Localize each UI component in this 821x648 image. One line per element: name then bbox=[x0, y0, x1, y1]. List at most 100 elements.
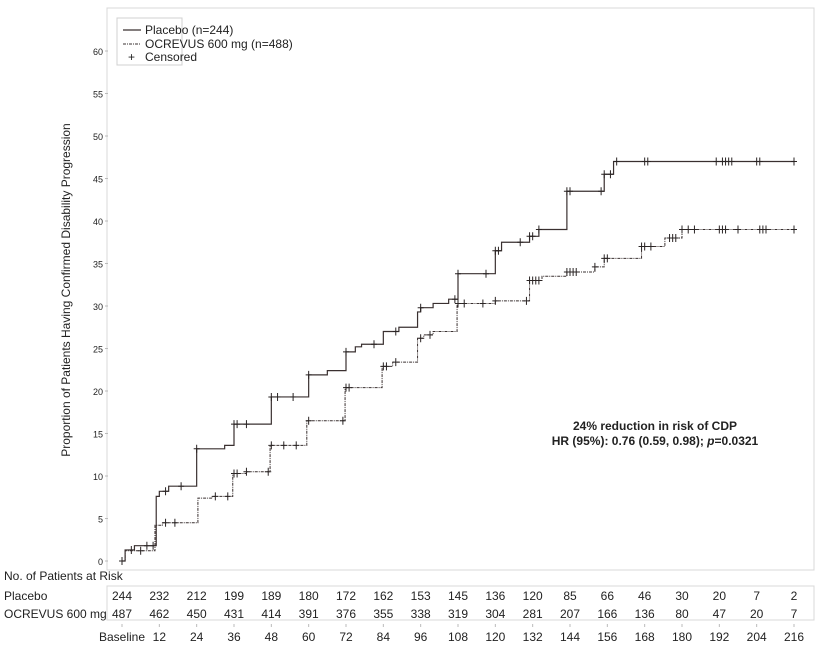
risk-cell: 172 bbox=[336, 589, 356, 603]
censor-mark bbox=[479, 299, 486, 308]
x-tick-label: 72 bbox=[339, 630, 353, 644]
censor-mark bbox=[451, 295, 458, 304]
y-tick-label: 60 bbox=[93, 47, 103, 57]
censor-mark bbox=[607, 170, 614, 179]
censor-mark bbox=[162, 518, 169, 527]
censor-mark bbox=[305, 370, 312, 379]
censor-mark bbox=[343, 347, 349, 356]
censor-mark bbox=[722, 225, 729, 234]
censor-mark bbox=[224, 492, 231, 501]
x-axis: Baseline 12 24 36 48 60 72 84 96 108 120 132 144 156 1… bbox=[99, 624, 804, 644]
x-tick-label: 24 bbox=[190, 630, 204, 644]
censor-mark bbox=[427, 330, 433, 339]
censor-mark bbox=[346, 383, 353, 392]
risk-cell: 462 bbox=[149, 607, 169, 621]
censor-mark bbox=[171, 518, 178, 527]
risk-cell: 414 bbox=[261, 607, 281, 621]
censor-mark bbox=[791, 157, 797, 166]
risk-cell: 80 bbox=[675, 607, 689, 621]
risk-cell: 431 bbox=[224, 607, 244, 621]
x-tick-label: 36 bbox=[227, 630, 241, 644]
censor-mark bbox=[598, 187, 605, 196]
censor-mark bbox=[417, 334, 424, 343]
legend-ocrevus-label: OCREVUS 600 mg (n=488) bbox=[145, 37, 293, 51]
legend-censor-label: Censored bbox=[145, 50, 197, 64]
censor-mark bbox=[591, 262, 598, 271]
censor-mark bbox=[756, 157, 763, 166]
risk-cell: 166 bbox=[597, 607, 617, 621]
censor-mark bbox=[243, 467, 250, 476]
risk-cell: 120 bbox=[523, 589, 543, 603]
y-axis-label: Proportion of Patients Having Confirmed … bbox=[59, 123, 73, 457]
y-tick-label: 35 bbox=[93, 260, 103, 270]
censor-mark bbox=[517, 238, 524, 247]
risk-cell: 153 bbox=[411, 589, 431, 603]
censor-mark bbox=[305, 416, 312, 425]
risk-cell: 212 bbox=[187, 589, 207, 603]
risk-cell: 85 bbox=[563, 589, 577, 603]
risk-cell: 232 bbox=[149, 589, 169, 603]
censor-mark bbox=[392, 327, 399, 336]
x-tick-label: 204 bbox=[747, 630, 767, 644]
y-tick-label: 15 bbox=[93, 430, 103, 440]
risk-cell: 20 bbox=[750, 607, 764, 621]
censor-mark bbox=[647, 242, 654, 251]
legend-placebo-label: Placebo (n=244) bbox=[145, 23, 233, 37]
risk-cell: 244 bbox=[112, 589, 132, 603]
censor-mark bbox=[143, 541, 150, 550]
x-tick-label: 48 bbox=[265, 630, 279, 644]
curves bbox=[119, 157, 797, 565]
y-tick-label: 50 bbox=[93, 132, 103, 142]
censor-mark bbox=[483, 269, 489, 278]
censor-mark bbox=[293, 441, 300, 450]
risk-cell: 136 bbox=[485, 589, 505, 603]
legend-censor-symbol: + bbox=[128, 50, 135, 64]
risk-cell: 66 bbox=[601, 589, 615, 603]
y-tick-label: 30 bbox=[93, 302, 103, 312]
censor-mark bbox=[383, 362, 390, 371]
censor-mark bbox=[339, 416, 346, 425]
x-tick-label: 216 bbox=[784, 630, 804, 644]
risk-cell: 319 bbox=[448, 607, 468, 621]
censor-mark bbox=[613, 157, 620, 166]
censor-mark bbox=[691, 225, 698, 234]
x-tick-label: 60 bbox=[302, 630, 316, 644]
censor-mark bbox=[234, 469, 241, 478]
risk-cell: 46 bbox=[638, 589, 652, 603]
y-tick-label: 25 bbox=[93, 345, 103, 355]
censor-mark bbox=[417, 303, 424, 312]
censor-mark bbox=[763, 225, 769, 234]
y-axis: 0 5 10 15 20 25 30 35 40 45 50 55 60 bbox=[93, 47, 108, 567]
x-tick-label: 84 bbox=[377, 630, 391, 644]
risk-cell: 7 bbox=[791, 607, 798, 621]
censor-mark bbox=[644, 157, 651, 166]
y-tick-label: 10 bbox=[93, 472, 103, 482]
censor-mark bbox=[735, 225, 741, 234]
risk-cell: 145 bbox=[448, 589, 468, 603]
censor-mark bbox=[672, 234, 679, 242]
risk-table: 244 232 212 199 189 180 172 162 153 145 136 120 85 66… bbox=[112, 589, 798, 621]
censor-mark bbox=[713, 157, 720, 166]
censor-mark bbox=[193, 444, 200, 453]
legend: Placebo (n=244) OCREVUS 600 mg (n=488) +… bbox=[116, 17, 293, 66]
risk-cell: 7 bbox=[753, 589, 760, 603]
censor-mark bbox=[601, 170, 608, 179]
censor-mark bbox=[567, 187, 573, 196]
censor-mark bbox=[455, 269, 461, 278]
x-tick-label: Baseline bbox=[99, 630, 145, 644]
risk-cell: 199 bbox=[224, 589, 244, 603]
censor-mark bbox=[268, 441, 275, 450]
risk-cell: 338 bbox=[411, 607, 431, 621]
censor-mark bbox=[604, 254, 611, 263]
annotation-line2: HR (95%): 0.76 (0.59, 0.98); p=0.0321 bbox=[552, 434, 759, 448]
x-tick-label: 12 bbox=[153, 630, 167, 644]
censor-mark bbox=[119, 557, 125, 565]
risk-row-label-placebo: Placebo bbox=[4, 589, 48, 603]
censor-mark bbox=[162, 487, 169, 496]
censor-mark bbox=[178, 482, 185, 491]
risk-cell: 162 bbox=[373, 589, 393, 603]
censor-mark bbox=[280, 441, 287, 450]
risk-cell: 355 bbox=[373, 607, 393, 621]
risk-cell: 487 bbox=[112, 607, 132, 621]
